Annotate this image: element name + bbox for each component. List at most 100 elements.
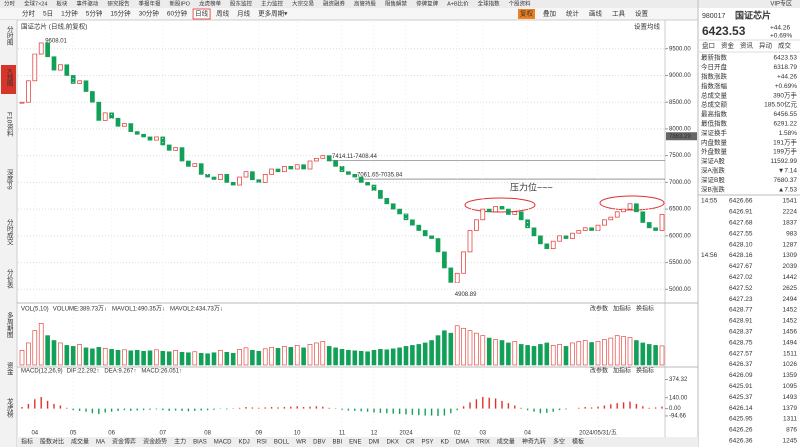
field-label: 深B涨跌 xyxy=(701,184,725,193)
period-tab[interactable]: 15分钟 xyxy=(110,9,131,18)
tool-button[interactable]: 工具 xyxy=(612,10,626,18)
menu-item[interactable]: 研究报告 xyxy=(107,0,130,7)
quote-tab[interactable]: 异动 xyxy=(759,42,773,50)
bottom-tab[interactable]: KD xyxy=(441,440,450,446)
period-tab[interactable]: 5分钟 xyxy=(86,9,103,18)
sidebar-item[interactable]: 龙虎榜 xyxy=(5,397,13,419)
volume-bar xyxy=(410,345,415,366)
tool-button[interactable]: 叠加 xyxy=(543,9,556,18)
bottom-tab[interactable]: KDJ xyxy=(238,440,249,446)
bottom-tab[interactable]: ENE xyxy=(349,440,361,446)
quote-tab[interactable]: 资讯 xyxy=(740,41,754,50)
bottom-tab[interactable]: 成交量 xyxy=(497,438,515,446)
menu-item[interactable]: 个股资料 xyxy=(509,0,532,7)
menu-item[interactable]: 事件驱动 xyxy=(76,0,99,7)
period-tab[interactable]: 更多周期▾ xyxy=(258,9,288,18)
vip-link[interactable]: VIP专区 xyxy=(770,0,792,8)
period-tab[interactable]: 60分钟 xyxy=(167,9,188,18)
menu-item[interactable]: 季报年报 xyxy=(138,0,161,7)
bottom-tab[interactable]: 资金趋势 xyxy=(143,438,167,446)
sidebar-item[interactable]: 分时成交 xyxy=(5,218,13,247)
menu-item[interactable]: 主力监控 xyxy=(261,0,284,7)
menu-item[interactable]: 龙虎榜单 xyxy=(199,0,222,7)
trade-volume: 2224 xyxy=(783,209,798,216)
candle xyxy=(237,176,242,186)
menu-item[interactable]: 分时 xyxy=(4,0,16,7)
menu-item[interactable]: 股东监控 xyxy=(230,0,253,7)
bottom-tab[interactable]: BOLL xyxy=(274,440,290,446)
candle xyxy=(90,91,95,103)
sidebar-item[interactable]: 资金 xyxy=(5,361,13,376)
period-tab[interactable]: 周线 xyxy=(216,9,230,18)
sidebar-item[interactable]: 分价表 xyxy=(5,268,13,290)
pane-tool[interactable]: 换指标 xyxy=(636,367,654,375)
quote-tab[interactable]: 盘口 xyxy=(702,41,715,50)
menu-item[interactable]: 全球指数 xyxy=(478,0,501,7)
pane-tool[interactable]: 改参数 xyxy=(590,367,608,375)
bottom-tab[interactable]: WR xyxy=(296,440,307,446)
bottom-tab[interactable]: 成交量 xyxy=(71,438,89,446)
tool-button[interactable]: 统计 xyxy=(566,9,580,18)
candle xyxy=(38,42,44,55)
bottom-tab[interactable]: 神奇九转 xyxy=(522,438,546,446)
bottom-tab[interactable]: DBV xyxy=(313,440,325,446)
quote-tab[interactable]: 资金 xyxy=(721,41,735,50)
period-tab[interactable]: 日线 xyxy=(195,9,209,18)
volume-bar xyxy=(166,351,172,366)
bottom-tab[interactable]: 股数对比 xyxy=(40,438,64,446)
bottom-tab[interactable]: MA xyxy=(96,440,105,446)
volume-bar xyxy=(602,339,607,366)
bottom-tab[interactable]: TRIX xyxy=(476,440,490,446)
bottom-tab[interactable]: CR xyxy=(406,440,415,446)
period-tab[interactable]: 月线 xyxy=(237,9,251,18)
period-tab[interactable]: 5日 xyxy=(43,10,53,18)
pane-tool[interactable]: 改参数 xyxy=(590,305,608,313)
menu-item[interactable]: A+B比价 xyxy=(447,0,469,7)
pane-tool[interactable]: 换指标 xyxy=(636,305,654,313)
bottom-tab[interactable]: 多空 xyxy=(553,438,565,446)
sidebar-item[interactable]: F10资料 xyxy=(5,112,13,137)
ma-settings[interactable]: 设置均线 xyxy=(634,22,661,31)
volume-bar xyxy=(582,340,588,366)
menu-item[interactable]: 停牌复牌 xyxy=(416,0,439,7)
bottom-tab[interactable]: DMA xyxy=(456,440,469,446)
period-tab[interactable]: 1分钟 xyxy=(61,9,78,18)
volume-bar xyxy=(122,349,127,366)
quote-tab[interactable]: 成交 xyxy=(778,41,792,50)
bottom-tab[interactable]: 指标 xyxy=(21,438,33,446)
field-value: 191万手 xyxy=(773,137,797,146)
sidebar-item[interactable]: 分时图 xyxy=(5,25,13,47)
candle xyxy=(326,155,332,162)
volume-bar xyxy=(570,342,575,366)
period-tab[interactable]: 30分钟 xyxy=(139,9,160,18)
sidebar-item[interactable]: K线图 xyxy=(5,69,13,88)
bottom-tab[interactable]: 模板 xyxy=(572,438,584,446)
menu-item[interactable]: 板块 xyxy=(56,0,68,7)
trade-price: 6426.91 xyxy=(729,209,753,216)
menu-item[interactable]: 新股IPO xyxy=(169,0,190,7)
menu-item[interactable]: 大宗交易 xyxy=(292,0,314,7)
pane-tool[interactable]: 加指标 xyxy=(613,367,631,375)
menu-item[interactable]: 高管持股 xyxy=(354,0,377,7)
bottom-tab[interactable]: 主力 xyxy=(174,438,186,446)
tool-button[interactable]: 设置 xyxy=(635,9,649,18)
tool-button[interactable]: 画线 xyxy=(589,9,603,18)
tool-button[interactable]: 复权 xyxy=(520,9,534,18)
bottom-tab[interactable]: BIAS xyxy=(193,440,207,446)
period-tab[interactable]: 分时 xyxy=(22,9,36,18)
menu-item[interactable]: 融资融券 xyxy=(323,0,346,7)
sidebar-item[interactable]: 多周期图 xyxy=(5,311,13,340)
pane-tool[interactable]: 加指标 xyxy=(613,305,631,313)
bottom-tab[interactable]: PSY xyxy=(422,440,434,446)
bottom-tab[interactable]: DMI xyxy=(369,440,380,446)
menu-item[interactable]: 限售解禁 xyxy=(385,0,408,7)
bottom-tab[interactable]: DKX xyxy=(387,440,399,446)
price-change: +44.26 xyxy=(770,25,790,32)
x-tick-label: 05 xyxy=(70,431,77,437)
menu-item[interactable]: 全球7×24 xyxy=(24,0,47,7)
sidebar-item[interactable]: 深度F9 xyxy=(5,168,13,190)
bottom-tab[interactable]: MACD xyxy=(214,440,232,446)
bottom-tab[interactable]: 资金博弈 xyxy=(112,438,136,446)
bottom-tab[interactable]: BBI xyxy=(333,440,343,446)
bottom-tab[interactable]: RSI xyxy=(257,440,267,446)
